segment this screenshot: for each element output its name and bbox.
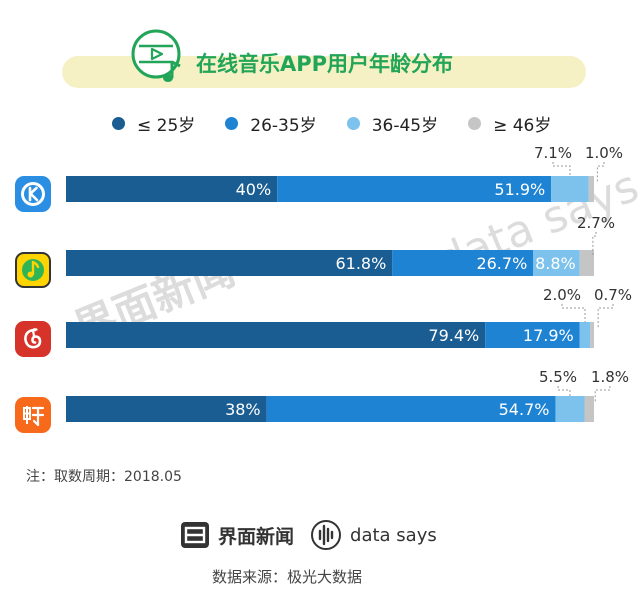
xiami-music-icon: [15, 397, 51, 433]
legend-label: 36-45岁: [371, 115, 439, 136]
callout-leader-line: [594, 386, 611, 402]
callout-leader-line: [597, 304, 614, 328]
bar-data-label: 38%: [225, 400, 261, 419]
bar-segment: [66, 322, 486, 348]
bar-data-label: 40%: [236, 180, 272, 199]
bar-data-label: 8.8%: [535, 254, 576, 273]
callout-data-label: 7.1%: [534, 144, 572, 162]
bar-segment: [266, 396, 556, 422]
legend-item-age-46-over: ≥ 46岁: [468, 111, 551, 136]
music-note-play-icon: [131, 29, 181, 82]
bar-data-label: 79.4%: [428, 326, 479, 345]
legend-swatch: [225, 116, 239, 130]
period-note: 注：取数周期：2018.05: [26, 469, 182, 485]
bar-segment: [485, 322, 580, 348]
bar-data-label: 61.8%: [335, 254, 386, 273]
legend-label: ≥ 46岁: [493, 115, 552, 136]
bar-segment: [555, 396, 585, 422]
netease-cloud-music-icon: [15, 321, 51, 357]
legend-item-age-36-45: 36-45岁: [346, 111, 439, 136]
legend-swatch: [468, 116, 482, 130]
callout-leader-line: [561, 304, 586, 322]
bar-segment: [533, 250, 580, 276]
bar-segment: [584, 396, 594, 422]
legend-swatch: [346, 116, 360, 130]
kugou-music-icon: [15, 176, 51, 212]
bar-segment: [66, 396, 267, 422]
bar-segment: [66, 250, 393, 276]
bar-segment: [579, 250, 594, 276]
datasays-logo-icon: [311, 520, 342, 550]
legend: ≤ 25岁 26-35岁 36-45岁 ≥ 46岁: [112, 110, 581, 136]
bar-data-label: 26.7%: [476, 254, 527, 273]
bar-segment: [392, 250, 534, 276]
bar-data-label: 54.7%: [499, 400, 550, 419]
brand-jiemian: 界面新闻: [218, 525, 295, 548]
callout-leader-line: [557, 386, 571, 396]
callout-data-label: 1.0%: [585, 144, 623, 162]
bar-segment: [579, 322, 591, 348]
bar-segment: [66, 176, 278, 202]
qq-music-icon: [15, 252, 51, 288]
brand-row: 界面新闻 data says: [180, 518, 437, 552]
bar-segment: [588, 176, 594, 202]
brand-datasays: data says: [350, 524, 437, 546]
data-source: 数据来源：极光大数据: [212, 568, 363, 586]
legend-label: ≤ 25岁: [137, 115, 196, 136]
legend-swatch: [112, 116, 125, 130]
bar-data-label: 17.9%: [523, 326, 574, 345]
chart-title: 在线音乐APP用户年龄分布: [196, 52, 454, 76]
callout-data-label: 0.7%: [594, 286, 632, 304]
bar-segment: [277, 176, 552, 202]
jiemian-logo-icon: [181, 522, 209, 548]
bar-data-label: 51.9%: [494, 180, 545, 199]
bar-segment: [551, 176, 589, 202]
callout-leader-line: [592, 232, 597, 256]
callout-data-label: 2.7%: [577, 214, 615, 232]
stacked-bar-chart: 40% 51.9% 7.1% 1.0% 61.8% 26.7% 8.8% 2.7% 79.4% 1…: [66, 144, 632, 422]
bar-segment: [590, 322, 594, 348]
callout-leader-line: [552, 162, 571, 176]
legend-label: 26-35岁: [250, 115, 317, 136]
callout-data-label: 5.5%: [539, 368, 577, 386]
callout-data-label: 1.8%: [591, 368, 629, 386]
callout-leader-line: [596, 162, 605, 182]
legend-item-age-25-under: ≤ 25岁: [112, 111, 195, 136]
callout-data-label: 2.0%: [543, 286, 581, 304]
legend-item-age-26-35: 26-35岁: [225, 111, 317, 136]
